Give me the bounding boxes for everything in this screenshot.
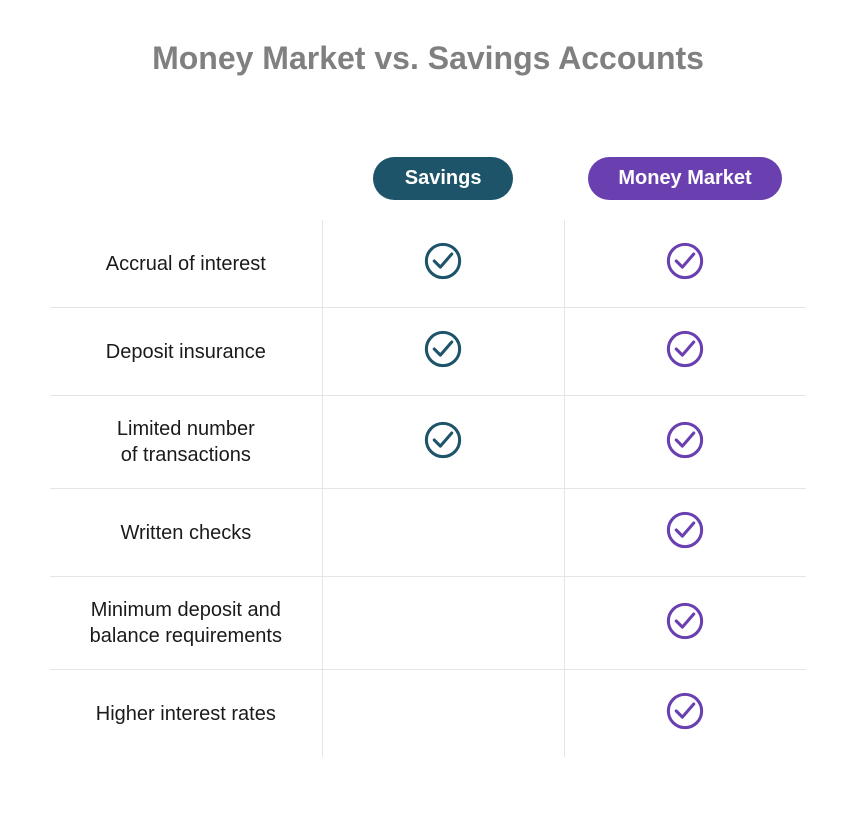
check-cell bbox=[322, 220, 564, 308]
check-cell bbox=[564, 396, 806, 489]
row-label: Limited numberof transactions bbox=[50, 396, 322, 489]
row-label: Accrual of interest bbox=[50, 220, 322, 308]
table-body: Savings Money Market Accrual of interest D… bbox=[50, 137, 806, 757]
row-label: Higher interest rates bbox=[50, 670, 322, 758]
comparison-table: Savings Money Market Accrual of interest D… bbox=[50, 137, 806, 757]
check-cell bbox=[564, 308, 806, 396]
header-cell: Money Market bbox=[564, 137, 806, 220]
check-cell bbox=[322, 577, 564, 670]
check-icon bbox=[664, 509, 706, 551]
check-icon bbox=[422, 328, 464, 370]
page-title: Money Market vs. Savings Accounts bbox=[50, 40, 806, 77]
check-icon bbox=[664, 690, 706, 732]
header-blank-cell bbox=[50, 137, 322, 220]
table-row: Minimum deposit andbalance requirements bbox=[50, 577, 806, 670]
check-icon bbox=[664, 600, 706, 642]
table-row: Deposit insurance bbox=[50, 308, 806, 396]
check-icon bbox=[422, 240, 464, 282]
row-label: Deposit insurance bbox=[50, 308, 322, 396]
check-cell bbox=[564, 220, 806, 308]
table-row: Higher interest rates bbox=[50, 670, 806, 758]
header-cell: Savings bbox=[322, 137, 564, 220]
column-pill: Savings bbox=[373, 157, 513, 200]
check-icon bbox=[664, 240, 706, 282]
check-icon bbox=[422, 419, 464, 461]
table-row: Written checks bbox=[50, 489, 806, 577]
check-icon bbox=[664, 328, 706, 370]
check-cell bbox=[322, 670, 564, 758]
row-label: Written checks bbox=[50, 489, 322, 577]
check-cell bbox=[564, 670, 806, 758]
check-icon bbox=[664, 419, 706, 461]
row-label: Minimum deposit andbalance requirements bbox=[50, 577, 322, 670]
table-header-row: Savings Money Market bbox=[50, 137, 806, 220]
table-row: Accrual of interest bbox=[50, 220, 806, 308]
column-pill: Money Market bbox=[588, 157, 781, 200]
check-cell bbox=[322, 396, 564, 489]
check-cell bbox=[564, 489, 806, 577]
check-cell bbox=[322, 308, 564, 396]
check-cell bbox=[322, 489, 564, 577]
check-cell bbox=[564, 577, 806, 670]
table-row: Limited numberof transactions bbox=[50, 396, 806, 489]
